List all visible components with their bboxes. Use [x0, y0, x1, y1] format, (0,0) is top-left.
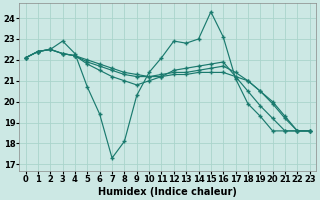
X-axis label: Humidex (Indice chaleur): Humidex (Indice chaleur) — [98, 187, 237, 197]
